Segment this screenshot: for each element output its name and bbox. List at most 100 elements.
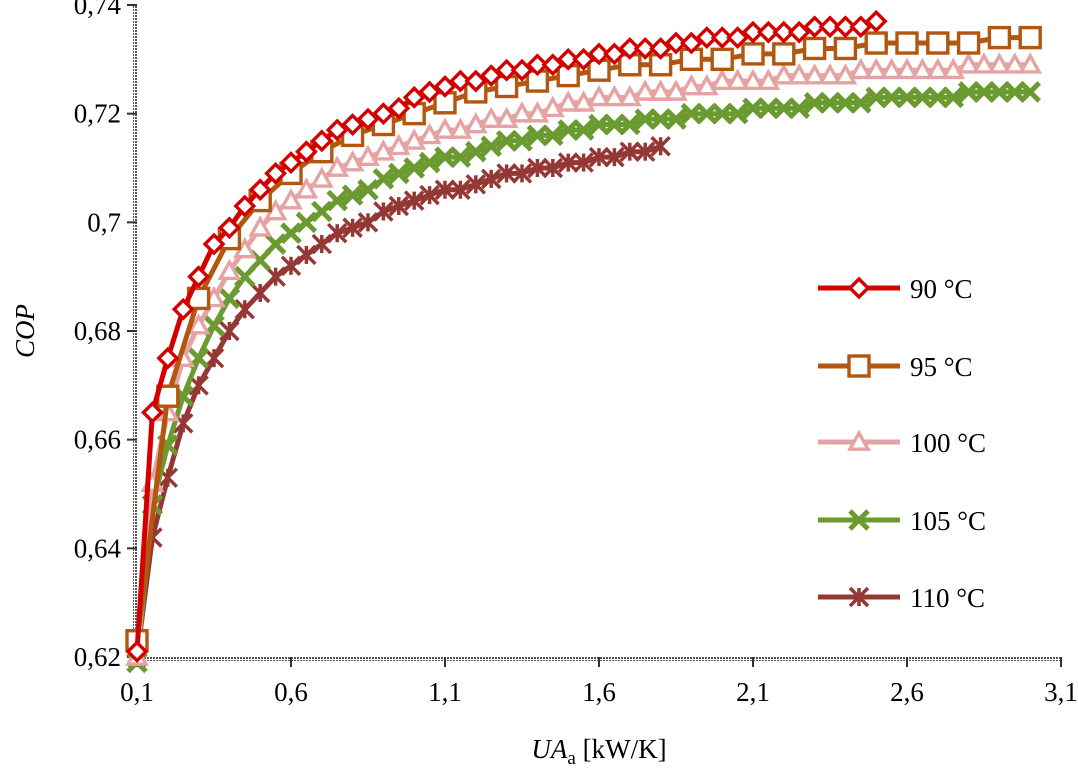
data-point bbox=[341, 184, 364, 206]
data-point bbox=[771, 63, 796, 85]
data-point bbox=[926, 31, 950, 55]
data-point-stroke bbox=[788, 97, 810, 120]
data-point bbox=[679, 31, 703, 55]
series-1 bbox=[125, 25, 1042, 653]
series-0 bbox=[125, 9, 888, 663]
y-tick-label: 0,66 bbox=[74, 425, 121, 455]
legend-label: 95 °C bbox=[910, 352, 973, 382]
data-point bbox=[279, 188, 303, 210]
data-point bbox=[542, 124, 564, 147]
x-axis-line bbox=[133, 657, 1061, 661]
data-point bbox=[664, 31, 688, 55]
data-point bbox=[480, 168, 502, 190]
data-point bbox=[787, 63, 812, 85]
data-point bbox=[465, 140, 487, 163]
data-point bbox=[741, 20, 765, 44]
y-tick-label: 0,74 bbox=[74, 0, 122, 20]
data-point-stroke bbox=[388, 162, 410, 185]
x-tick-label: 2,6 bbox=[890, 677, 924, 707]
x-tick-label: 2,1 bbox=[736, 677, 770, 707]
data-point bbox=[847, 276, 871, 300]
legend-item: 90 °C bbox=[818, 274, 973, 304]
data-point bbox=[587, 42, 611, 66]
axis-labels: 0,62 0,64 0,66 0,68 0,7 0,72 0,74 0,1 0,6 1,1 1,6 2… bbox=[10, 0, 1078, 768]
data-point bbox=[479, 64, 503, 88]
data-point-stroke bbox=[572, 119, 595, 141]
legend-item: 95 °C bbox=[818, 352, 973, 382]
data-point bbox=[588, 146, 610, 168]
data-point bbox=[772, 42, 796, 66]
x-tick-label: 0,1 bbox=[120, 677, 154, 707]
data-point bbox=[1002, 52, 1027, 74]
data-point bbox=[418, 151, 441, 174]
legend-label: 100 °C bbox=[910, 428, 986, 458]
data-point-stroke bbox=[418, 151, 441, 174]
data-point bbox=[480, 135, 502, 158]
data-point bbox=[956, 52, 981, 74]
data-point bbox=[217, 216, 241, 240]
data-point bbox=[1018, 25, 1042, 50]
data-point bbox=[572, 47, 596, 71]
data-point bbox=[818, 63, 842, 85]
data-point bbox=[372, 168, 395, 190]
data-point-stroke bbox=[480, 135, 502, 158]
data-point bbox=[987, 52, 1012, 74]
data-point bbox=[464, 69, 488, 93]
data-point bbox=[433, 117, 457, 139]
data-point bbox=[248, 178, 272, 202]
legend-item: 110 °C bbox=[818, 583, 985, 613]
data-point bbox=[280, 255, 302, 277]
data-point bbox=[510, 101, 534, 123]
data-point bbox=[833, 15, 857, 39]
x-axis-title: UAa [kW/K] bbox=[531, 734, 666, 768]
data-point-stroke bbox=[665, 108, 687, 130]
data-point bbox=[309, 166, 334, 188]
data-point bbox=[818, 15, 842, 39]
data-point-stroke bbox=[850, 92, 872, 114]
x-tick-label: 1,6 bbox=[582, 677, 616, 707]
data-point-stroke bbox=[511, 130, 533, 152]
data-point bbox=[433, 75, 457, 98]
data-point bbox=[310, 129, 334, 153]
data-point bbox=[387, 96, 411, 120]
data-point bbox=[833, 36, 858, 61]
data-point bbox=[449, 146, 472, 168]
data-point bbox=[619, 141, 641, 162]
data-point bbox=[156, 346, 180, 370]
data-point bbox=[618, 37, 642, 60]
data-point bbox=[280, 222, 302, 244]
data-point bbox=[326, 222, 348, 244]
data-point bbox=[357, 178, 379, 201]
y-tick-label: 0,64 bbox=[74, 533, 122, 563]
series-layer bbox=[125, 9, 1043, 674]
data-point-stroke bbox=[295, 211, 318, 234]
data-point bbox=[648, 79, 673, 101]
data-point bbox=[879, 57, 904, 80]
data-point bbox=[265, 266, 286, 287]
data-point bbox=[633, 37, 657, 60]
series-line bbox=[134, 143, 664, 660]
data-point bbox=[726, 26, 750, 50]
data-point bbox=[741, 42, 765, 66]
data-point bbox=[311, 233, 333, 255]
data-point bbox=[264, 233, 287, 255]
data-point bbox=[233, 194, 257, 218]
data-point bbox=[1019, 81, 1041, 103]
data-point bbox=[294, 140, 318, 164]
legend-label: 110 °C bbox=[910, 583, 985, 613]
data-point bbox=[741, 68, 765, 90]
data-point bbox=[556, 90, 581, 112]
data-point bbox=[710, 26, 734, 50]
data-point-stroke bbox=[726, 102, 749, 125]
data-point bbox=[495, 58, 519, 82]
data-point bbox=[847, 354, 871, 378]
data-point-stroke bbox=[357, 178, 379, 201]
data-point bbox=[403, 157, 425, 179]
data-point bbox=[402, 85, 426, 109]
data-point bbox=[665, 108, 687, 130]
data-point bbox=[847, 429, 871, 451]
data-point bbox=[587, 84, 611, 107]
data-point bbox=[604, 146, 625, 168]
data-point bbox=[850, 92, 872, 114]
data-point bbox=[296, 244, 317, 266]
